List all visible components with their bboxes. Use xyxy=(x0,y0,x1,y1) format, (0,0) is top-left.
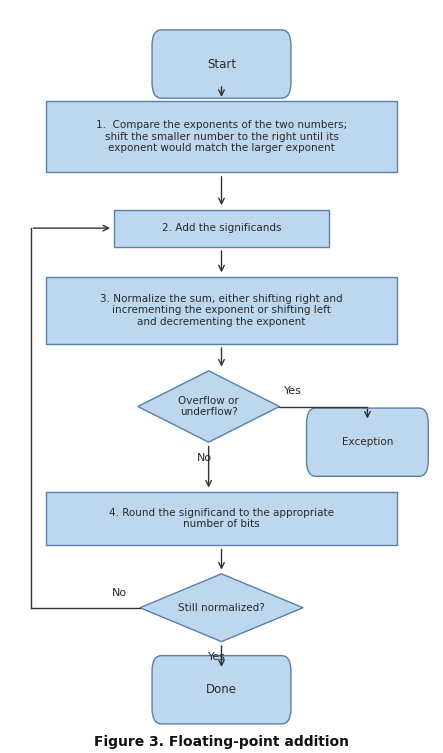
Text: Exception: Exception xyxy=(342,437,393,447)
Text: Still normalized?: Still normalized? xyxy=(178,602,265,613)
Text: No: No xyxy=(197,453,212,463)
Text: 2. Add the significands: 2. Add the significands xyxy=(162,223,281,233)
FancyBboxPatch shape xyxy=(152,656,291,724)
Polygon shape xyxy=(140,574,303,642)
Text: Overflow or
underflow?: Overflow or underflow? xyxy=(178,396,239,417)
Text: Done: Done xyxy=(206,683,237,697)
FancyBboxPatch shape xyxy=(46,101,397,172)
Text: No: No xyxy=(112,588,127,599)
FancyBboxPatch shape xyxy=(307,408,428,477)
Text: 4. Round the significand to the appropriate
number of bits: 4. Round the significand to the appropri… xyxy=(109,508,334,529)
Text: Yes: Yes xyxy=(208,652,226,663)
Text: Start: Start xyxy=(207,57,236,71)
FancyBboxPatch shape xyxy=(46,276,397,343)
FancyBboxPatch shape xyxy=(46,492,397,545)
Text: Yes: Yes xyxy=(284,386,302,396)
Polygon shape xyxy=(138,370,280,442)
FancyBboxPatch shape xyxy=(114,209,329,247)
Text: 1.  Compare the exponents of the two numbers;
shift the smaller number to the ri: 1. Compare the exponents of the two numb… xyxy=(96,120,347,154)
Text: Figure 3. Floating-point addition: Figure 3. Floating-point addition xyxy=(94,735,349,748)
FancyBboxPatch shape xyxy=(152,30,291,98)
Text: 3. Normalize the sum, either shifting right and
incrementing the exponent or shi: 3. Normalize the sum, either shifting ri… xyxy=(100,294,343,327)
